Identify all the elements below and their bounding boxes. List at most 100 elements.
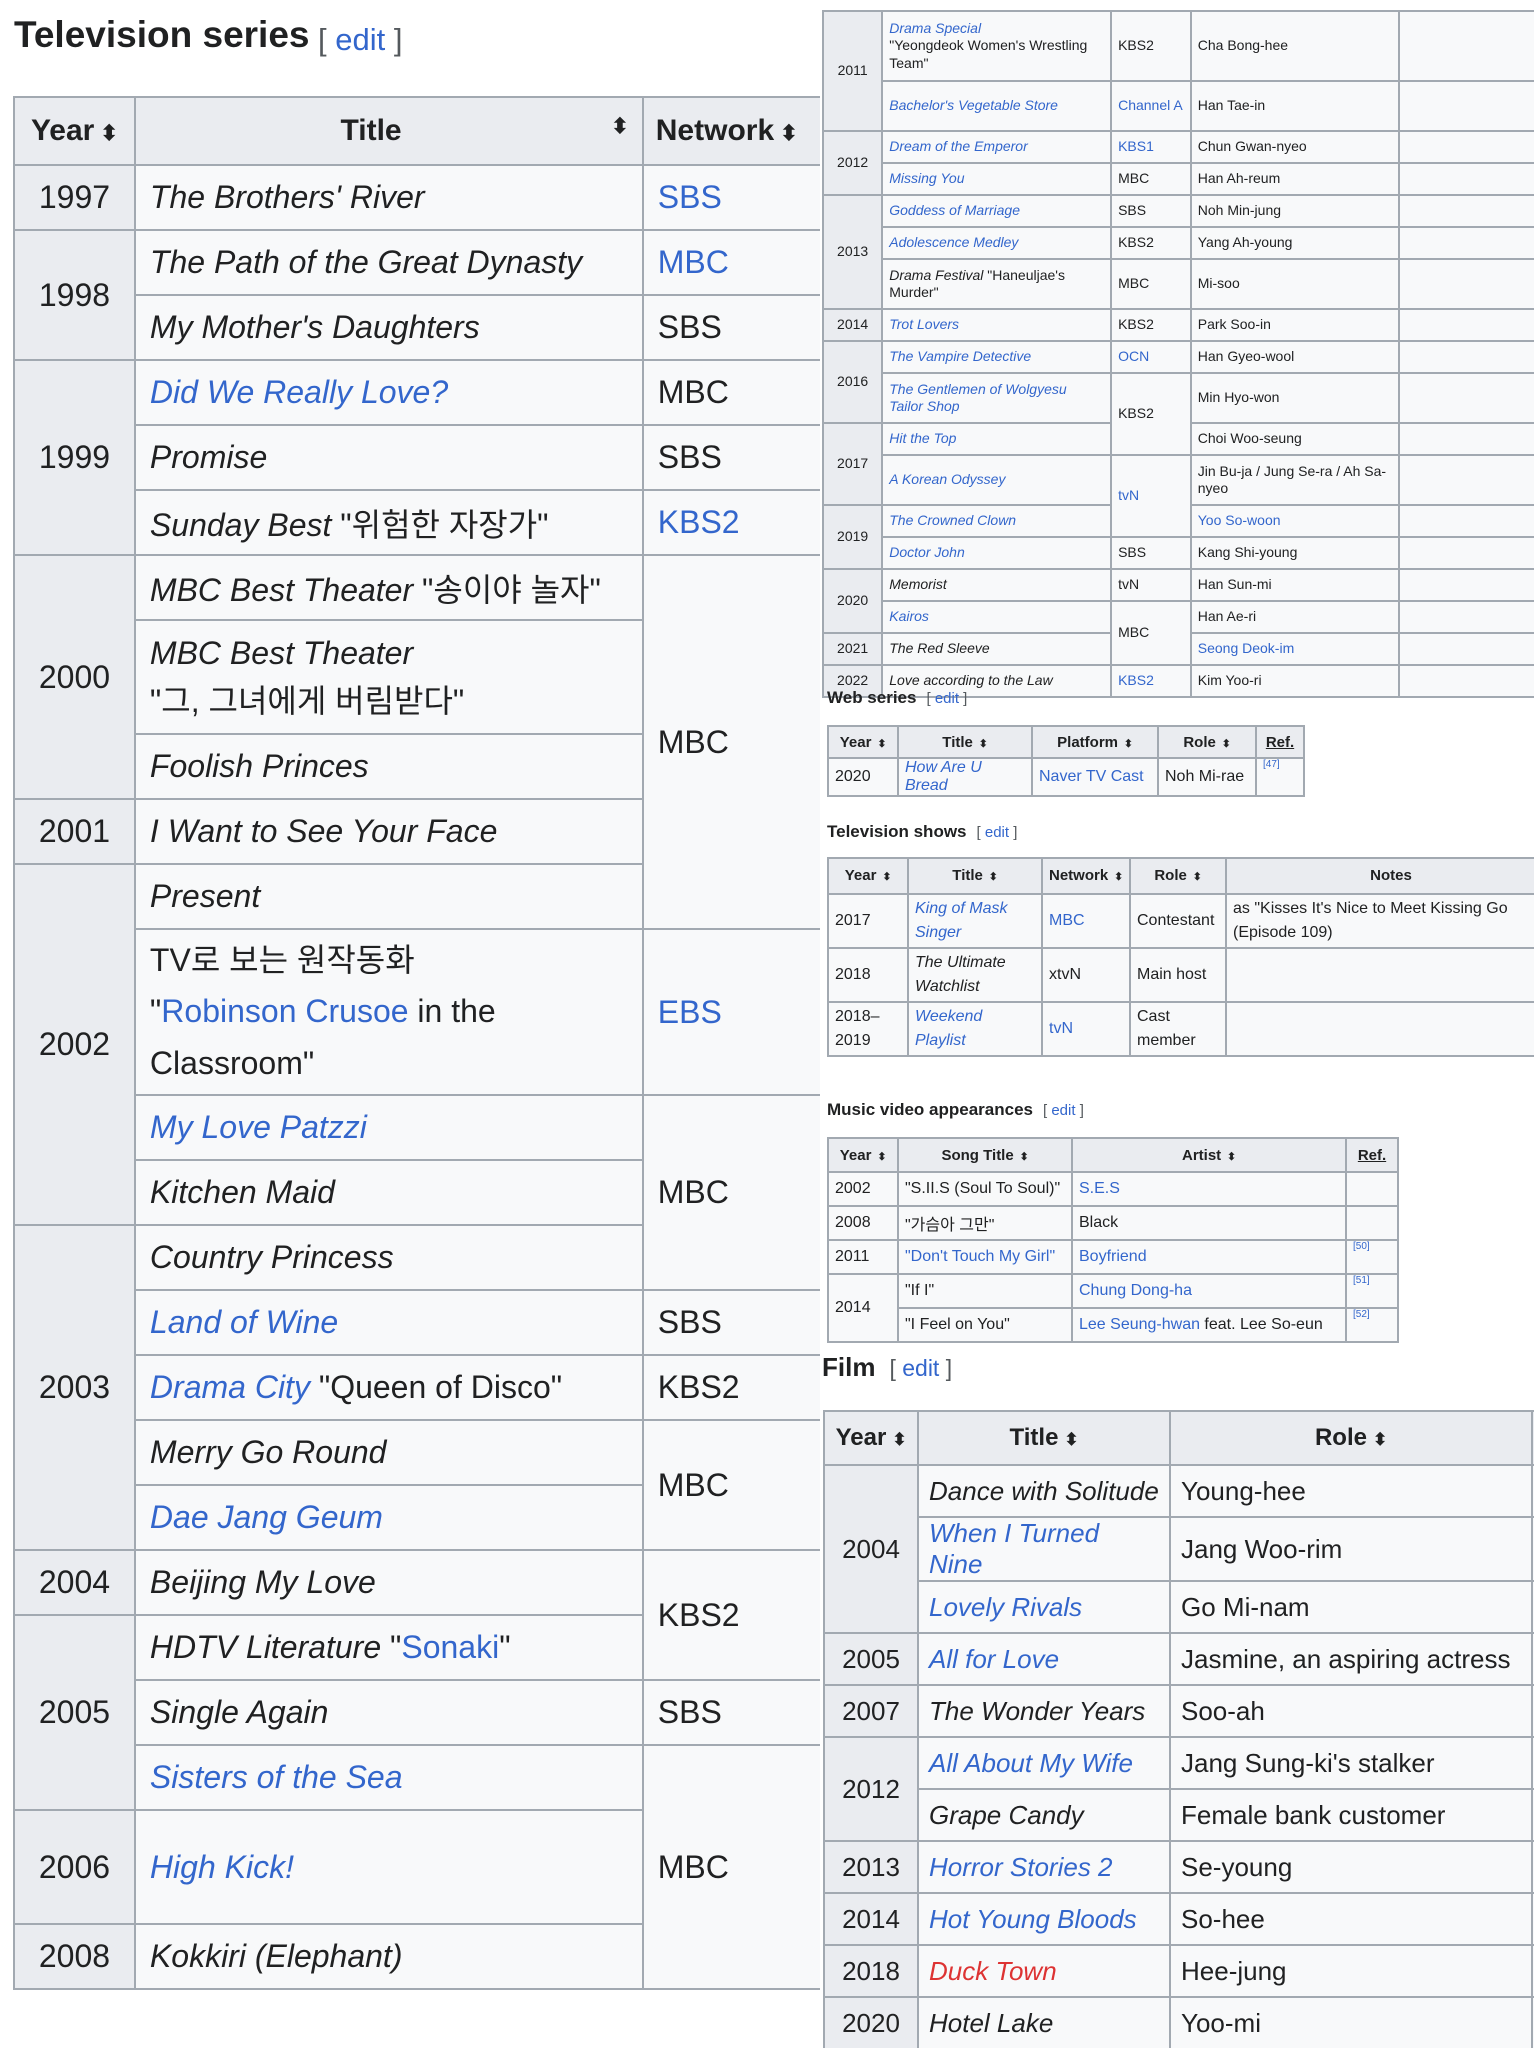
title-link[interactable]: Lovely Rivals — [917, 1580, 1171, 1634]
title-link[interactable]: Doctor John — [881, 536, 1113, 570]
title-link[interactable]: Weekend Playlist — [907, 1001, 1043, 1057]
column-header-notes[interactable]: Notes — [1225, 857, 1534, 895]
column-header-ref[interactable]: Ref. — [1255, 725, 1305, 759]
network-link[interactable]: KBS1 — [1110, 130, 1192, 164]
network-link[interactable]: tvN — [1110, 454, 1192, 538]
network-link[interactable]: KBS2 — [1110, 664, 1192, 698]
artist-link[interactable]: Boyfriend — [1071, 1239, 1347, 1275]
column-header-year[interactable]: Year ⬍ — [823, 1410, 919, 1466]
sort-icon[interactable]: ⬍ — [882, 870, 892, 883]
title-link[interactable]: Drama City — [149, 1369, 310, 1405]
artist-link[interactable]: S.E.S — [1071, 1171, 1347, 1207]
sort-icon[interactable]: ⬍ — [1372, 1430, 1388, 1449]
title-link[interactable]: How Are U Bread — [897, 757, 1033, 797]
edit-link[interactable]: edit — [335, 22, 386, 57]
column-header-year[interactable]: Year ⬍ — [827, 725, 899, 759]
title-link[interactable]: Did We Really Love? — [133, 359, 644, 426]
sort-icon[interactable]: ⬍ — [877, 1150, 887, 1163]
title-link[interactable]: The Gentlemen of Wolgyesu Tailor Shop — [881, 372, 1113, 424]
column-header-ref[interactable]: Ref. — [1345, 1137, 1399, 1173]
sort-icon[interactable]: ⬍ — [1019, 1150, 1029, 1163]
platform-link[interactable]: Naver TV Cast — [1031, 757, 1159, 797]
title-link[interactable]: Missing You — [881, 162, 1113, 196]
column-header-network[interactable]: Network ⬍ — [1041, 857, 1131, 895]
title-link[interactable]: Drama Special — [889, 19, 982, 36]
title-link[interactable]: King of Mask Singer — [907, 893, 1043, 949]
column-header-role[interactable]: Role ⬍ — [1129, 857, 1227, 895]
column-header-title[interactable]: Title ⬍ — [907, 857, 1043, 895]
title-link[interactable]: Goddess of Marriage — [881, 194, 1113, 228]
sort-icon[interactable]: ⬍ — [988, 870, 998, 883]
column-header-song-title[interactable]: Song Title ⬍ — [897, 1137, 1073, 1173]
column-header-network[interactable]: Network ⬍ — [641, 96, 820, 166]
title-link[interactable]: Hot Young Bloods — [917, 1892, 1171, 1946]
song-link[interactable]: "Don't Touch My Girl" — [897, 1239, 1073, 1275]
title-link[interactable]: High Kick! — [133, 1809, 644, 1925]
column-header-title[interactable]: Title ⬍ — [897, 725, 1033, 759]
title-link[interactable]: Horror Stories 2 — [917, 1840, 1171, 1894]
title-link[interactable]: Sisters of the Sea — [133, 1744, 644, 1811]
column-header-year[interactable]: Year ⬍ — [827, 857, 909, 895]
edit-link[interactable]: edit — [902, 1355, 940, 1381]
sort-icon[interactable]: ⬍ — [892, 1430, 907, 1449]
title-link[interactable]: Robinson Crusoe — [161, 993, 409, 1030]
sort-icon[interactable]: ⬍ — [978, 737, 988, 750]
title-link[interactable]: Duck Town — [917, 1944, 1171, 1998]
sort-icon[interactable]: ⬍ — [1064, 1430, 1079, 1449]
edit-link[interactable]: edit — [1051, 1102, 1076, 1119]
sort-icon[interactable]: ⬍ — [1114, 870, 1123, 883]
role-link[interactable]: Yoo So-woon — [1189, 504, 1401, 538]
sort-icon[interactable]: ⬍ — [611, 115, 629, 138]
network-link[interactable]: OCN — [1110, 340, 1192, 374]
artist-link[interactable]: Chung Dong-ha — [1071, 1273, 1347, 1309]
column-header-artist[interactable]: Artist ⬍ — [1071, 1137, 1347, 1173]
sort-icon[interactable]: ⬍ — [780, 122, 798, 145]
title-link[interactable]: A Korean Odyssey — [881, 454, 1113, 506]
artist-link[interactable]: Lee Seung-hwan — [1079, 1316, 1200, 1333]
title-link[interactable]: Land of Wine — [133, 1289, 644, 1356]
edit-link[interactable]: edit — [984, 824, 1010, 841]
title-link[interactable]: Dream of the Emperor — [881, 130, 1113, 164]
column-header-year[interactable]: Year ⬍ — [13, 96, 136, 166]
edit-link[interactable]: edit — [934, 690, 959, 707]
title-link[interactable]: The Red Sleeve — [881, 632, 1113, 666]
network-link[interactable]: KBS2 — [641, 489, 820, 556]
network-link[interactable]: tvN — [1041, 1001, 1131, 1057]
title-link[interactable]: Dae Jang Geum — [133, 1484, 644, 1551]
column-header-title[interactable]: Title ⬍ — [133, 96, 644, 166]
ref-link[interactable]: [50] — [1353, 1241, 1370, 1252]
ref-link[interactable]: [47] — [1263, 759, 1280, 770]
title-link[interactable]: When I Turned Nine — [917, 1516, 1171, 1582]
network-link[interactable]: MBC — [1041, 893, 1131, 949]
column-header-platform[interactable]: Platform ⬍ — [1031, 725, 1159, 759]
network-link[interactable]: Channel A — [1110, 80, 1192, 132]
column-header-title[interactable]: Title ⬍ — [917, 1410, 1171, 1466]
title-link[interactable]: All for Love — [917, 1632, 1171, 1686]
title-link[interactable]: Kairos — [881, 600, 1113, 634]
title-link[interactable]: Memorist — [881, 568, 1113, 602]
title-link[interactable]: The Vampire Detective — [881, 340, 1113, 374]
ref-link[interactable]: [52] — [1353, 1309, 1370, 1320]
sort-icon[interactable]: ⬍ — [1192, 870, 1202, 883]
title-link[interactable]: My Love Patzzi — [133, 1094, 644, 1161]
title-link[interactable]: Hit the Top — [881, 422, 1113, 456]
ref-link[interactable]: [51] — [1353, 1275, 1370, 1286]
network-link[interactable]: EBS — [641, 928, 820, 1096]
column-header-year[interactable]: Year ⬍ — [827, 1137, 899, 1173]
sort-icon[interactable]: ⬍ — [877, 737, 887, 750]
title-link[interactable]: All About My Wife — [917, 1736, 1171, 1790]
title-link[interactable]: The Crowned Clown — [881, 504, 1113, 538]
title-link[interactable]: Bachelor's Vegetable Store — [881, 80, 1113, 132]
sort-icon[interactable]: ⬍ — [100, 122, 118, 145]
sort-icon[interactable]: ⬍ — [1124, 737, 1133, 750]
network-link[interactable]: MBC — [641, 229, 820, 296]
role-link[interactable]: Seong Deok-im — [1189, 632, 1401, 666]
sort-icon[interactable]: ⬍ — [1221, 737, 1231, 750]
network-link[interactable]: SBS — [641, 164, 820, 231]
sort-icon[interactable]: ⬍ — [1227, 1150, 1236, 1163]
title-link[interactable]: Trot Lovers — [881, 308, 1113, 342]
title-link[interactable]: Sonaki — [401, 1629, 500, 1665]
column-header-role[interactable]: Role ⬍ — [1169, 1410, 1533, 1466]
title-link[interactable]: Adolescence Medley — [881, 226, 1113, 260]
column-header-role[interactable]: Role ⬍ — [1157, 725, 1257, 759]
